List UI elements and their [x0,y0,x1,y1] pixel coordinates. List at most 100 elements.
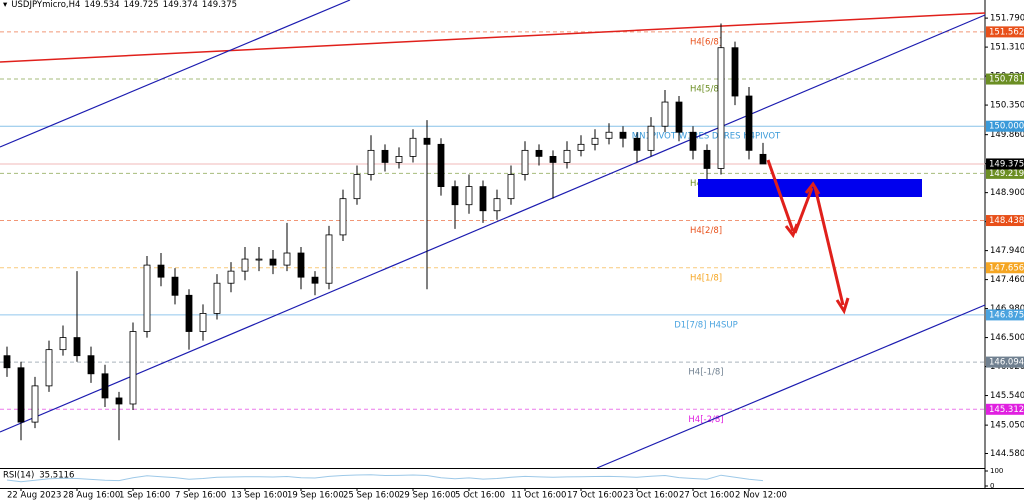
candle-body [703,149,711,169]
candle-body [647,125,655,151]
y-tick-label: 149.860 [990,130,1024,140]
candle-body [563,149,571,163]
candle-body [423,137,431,145]
channel-line [0,0,351,148]
candle-body [353,174,361,200]
candle-body [311,276,319,284]
level-price-label: 146.875 [989,310,1024,320]
rsi-pane: RSI(14) 35.5116 100 0 [3,467,1003,490]
y-tick-label: 146.980 [990,304,1024,314]
x-tick-label: 22 Aug 2023 [7,491,61,500]
level-label: H4[2/8] [690,226,722,236]
y-tick-label: 144.580 [990,449,1024,459]
x-tick-label: 2 Nov 12:00 [735,491,787,500]
level-label: H4[6/8] [690,37,722,47]
rsi-value: 35.5116 [39,471,74,481]
candle-body [213,282,221,314]
y-tick-label: 147.460 [990,275,1024,285]
candle-body [493,198,501,212]
candle-body [717,47,725,169]
arrow-segment [813,186,845,306]
x-tick-label: 11 Oct 16:00 [511,491,566,500]
candle-body [451,186,459,206]
ohlc-high: 149.725 [123,0,159,10]
symbol-icon: ▾ [3,0,8,10]
candle-body [101,373,109,399]
level-label: H4[-1/8] [688,368,723,378]
level-price-box [986,167,1024,179]
chart-title: USDJPYmicro,H4 [11,0,81,10]
candle-body [395,156,403,163]
candle-body [325,234,333,284]
level-price-box [986,120,1024,132]
level-price-box [986,215,1024,227]
y-tick-label: 147.940 [990,246,1024,256]
current-price-label: 149.375 [989,159,1024,169]
chart-header: ▾ USDJPYmicro,H4 149.534 149.725 149.374 149.… [3,0,241,10]
candle-body [129,331,137,405]
rsi-tick-label: 100 [990,467,1003,475]
candle-body [549,156,557,163]
x-tick-label: 5 Oct 16:00 [455,491,505,500]
arrow-head [835,297,850,315]
level-price-label: 147.656 [989,263,1024,273]
candle-body [339,198,347,236]
time-axis: 22 Aug 2023 28 Aug 16:001 Sep 16:00 7 Sep … [7,488,787,500]
candle-body [171,276,179,296]
arrow-segment [766,159,795,232]
candle-body [367,149,375,175]
current-price-box [986,158,1024,170]
x-tick-label: 27 Oct 16:00 [679,491,734,500]
x-tick-label: 13 Sep 16:00 [231,491,288,500]
channel-line [0,14,986,433]
x-tick-label: 25 Sep 16:00 [343,491,400,500]
candle-body [59,337,67,351]
level-price-box [986,26,1024,38]
level-price-label: 150.781 [989,75,1024,85]
candle-body [227,270,235,284]
candle-body [633,137,641,151]
candle-body [521,149,529,175]
candle-body [73,337,81,357]
candle-body [507,174,515,200]
candle-body [185,294,193,332]
candle-body [591,137,599,145]
candle-body [689,131,697,151]
ohlc-open: 149.534 [84,0,120,10]
level-label: H4[1/8] [690,273,722,283]
x-tick-label: 28 Aug 16:00 [63,491,120,500]
y-tick-label: 145.540 [990,391,1024,401]
level-price-box [986,262,1024,274]
level-price-box [986,309,1024,321]
x-tick-label: 23 Oct 16:00 [623,491,678,500]
y-tick-label: 151.790 [990,14,1024,24]
level-label: MN1PIVOT W1RES D1RES H4PIVOT [632,132,781,142]
candle-body [241,258,249,272]
candle-body [759,153,767,165]
candle-body [479,186,487,212]
candle-body [3,355,11,369]
level-price-label: 150.000 [989,122,1024,132]
level-price-label: 145.312 [989,405,1024,415]
rsi-line [6,474,764,483]
candles [3,23,767,441]
candle-body [45,349,53,387]
candle-body [731,47,739,97]
x-tick-label: 19 Sep 16:00 [287,491,344,500]
candle-body [535,149,543,157]
y-tick-label: 145.050 [990,421,1024,431]
level-label: H4[5/8] [690,85,722,95]
candle-body [409,137,417,157]
candle-body [661,101,669,127]
candle-body [115,397,123,405]
candle-body [605,131,613,139]
candle-body [157,264,165,278]
x-tick-label: 29 Sep 16:00 [399,491,456,500]
candle-body [381,149,389,163]
level-label: D1[7/8] H4SUP [674,320,738,330]
level-price-label: 146.094 [989,358,1024,368]
level-price-label: 148.438 [989,216,1024,226]
level-price-box [986,403,1024,415]
